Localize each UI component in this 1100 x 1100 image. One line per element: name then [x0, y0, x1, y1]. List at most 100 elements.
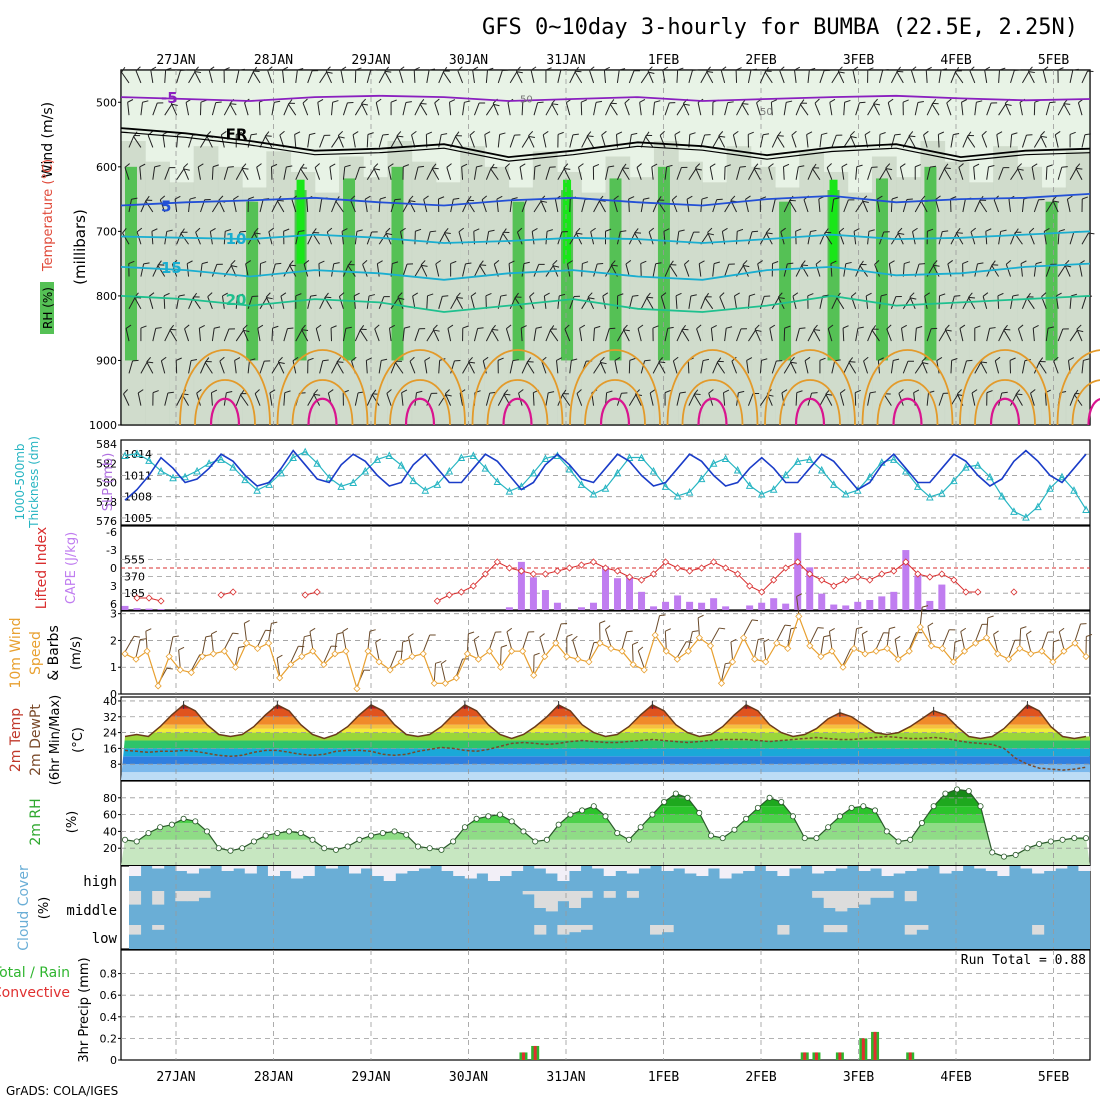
wind-barb-flag — [546, 229, 553, 232]
cloud-gap-high — [615, 866, 628, 871]
top-date-label: 1FEB — [648, 53, 679, 68]
wind-barb-flag — [567, 260, 573, 265]
wind10m-point — [861, 650, 869, 658]
wind-barb-flag — [856, 164, 863, 168]
wind-barb-flag — [371, 389, 377, 395]
wind-barb-flag — [929, 165, 937, 168]
wind-barb-flag — [1018, 324, 1024, 330]
wind-barb — [746, 360, 749, 374]
cloud-gap-high — [788, 866, 802, 869]
wind-barb — [712, 135, 720, 148]
wind-barb — [998, 69, 1001, 83]
wind-barb-flag — [152, 390, 159, 394]
wind-barb-flag — [405, 101, 412, 104]
wind-barb — [581, 199, 586, 213]
wind-barb — [914, 200, 922, 213]
thickness-point — [205, 459, 213, 467]
wind-barb-flag — [764, 66, 770, 73]
wind10m-barb — [375, 642, 380, 660]
wind-barb-flag — [751, 230, 759, 233]
cloud-gap-high — [626, 866, 639, 874]
wind-barb-flag — [242, 324, 248, 330]
wind-barb — [722, 392, 726, 406]
wind-barb — [533, 200, 542, 213]
wind-barb — [938, 69, 942, 83]
wind-barb-flag — [222, 292, 228, 297]
rh2m-point — [766, 794, 773, 801]
wind-barb-flag — [481, 195, 488, 201]
wind-barb-flag — [278, 356, 283, 362]
rh-shade-mid — [726, 146, 752, 425]
wind-barb-flag — [727, 101, 734, 104]
wind-barb-flag — [516, 66, 521, 72]
cape-bar — [866, 600, 874, 610]
precip-tick-label: 0 — [110, 1054, 117, 1067]
wind-barb — [914, 328, 917, 342]
wind10m-barb-flag — [473, 635, 480, 641]
wind-barb — [1075, 168, 1083, 180]
wind-barb — [1069, 330, 1078, 342]
li-point — [938, 570, 946, 578]
wind10m-barb-flag — [178, 646, 185, 651]
wind-barb — [923, 134, 928, 148]
wind-barb — [521, 361, 529, 374]
wind-barb-flag — [337, 361, 344, 363]
wind-barb — [245, 263, 249, 277]
rh-shade-bright — [829, 179, 838, 264]
wind-barb-flag — [404, 326, 411, 329]
thickness-point — [289, 453, 297, 461]
wind10m-barb — [908, 632, 917, 650]
cloud-gap-high — [696, 866, 709, 876]
wind-barb-flag — [392, 261, 399, 265]
wind-barb-flag — [541, 200, 548, 203]
wind-barb — [959, 328, 964, 342]
wind-barb-flag — [646, 292, 651, 298]
wind-barb — [515, 71, 523, 84]
cloud-row-label: low — [92, 931, 118, 947]
wind-barb — [792, 296, 797, 309]
wind-barb-flag — [254, 232, 261, 235]
cape-bar — [517, 561, 525, 610]
wind-barb — [1005, 264, 1011, 277]
wind-barb-flag — [576, 389, 582, 394]
wind10m-point — [574, 655, 582, 663]
wind-barb — [807, 69, 810, 83]
cloud-gap-middle — [568, 891, 582, 908]
temperature-contour-25 — [764, 349, 856, 426]
wind-barb — [196, 393, 201, 406]
wind-barb — [509, 296, 516, 310]
wind-barb-flag — [885, 163, 891, 169]
temp-band — [121, 772, 1090, 780]
wind-barb-flag — [799, 327, 806, 330]
wind-barb — [307, 134, 310, 148]
rh2m-point — [848, 804, 855, 811]
wind-barb — [400, 231, 404, 245]
thickness-point — [385, 451, 394, 460]
wind-barb-flag — [424, 357, 431, 361]
wind-barb — [505, 328, 511, 342]
cape-bar — [914, 575, 922, 610]
rh2m-point — [122, 836, 129, 843]
wind-barb — [223, 103, 231, 116]
wind-barb — [676, 329, 683, 342]
cape-bar — [638, 591, 646, 610]
wind-barb — [771, 199, 776, 213]
wind-barb — [235, 168, 243, 180]
wind-barb — [967, 136, 976, 148]
temp-band — [121, 708, 1090, 717]
thickness-point — [1010, 507, 1018, 515]
wind-barb — [259, 297, 268, 310]
wind-barb-flag — [742, 103, 749, 105]
wind-barb-flag — [298, 230, 305, 233]
rh2m-point — [731, 826, 738, 833]
wind-barb-flag — [1031, 163, 1038, 168]
wind10m-point — [651, 631, 659, 639]
wind-barb-flag — [122, 228, 127, 234]
wind-barb-flag — [943, 163, 949, 169]
top-date-label: 31JAN — [546, 53, 585, 68]
wind-barb — [438, 70, 445, 84]
rh2m-point — [872, 807, 879, 814]
wind-barb-flag — [842, 325, 849, 329]
wind-barb-flag — [496, 195, 503, 200]
wind-barb — [455, 136, 463, 148]
